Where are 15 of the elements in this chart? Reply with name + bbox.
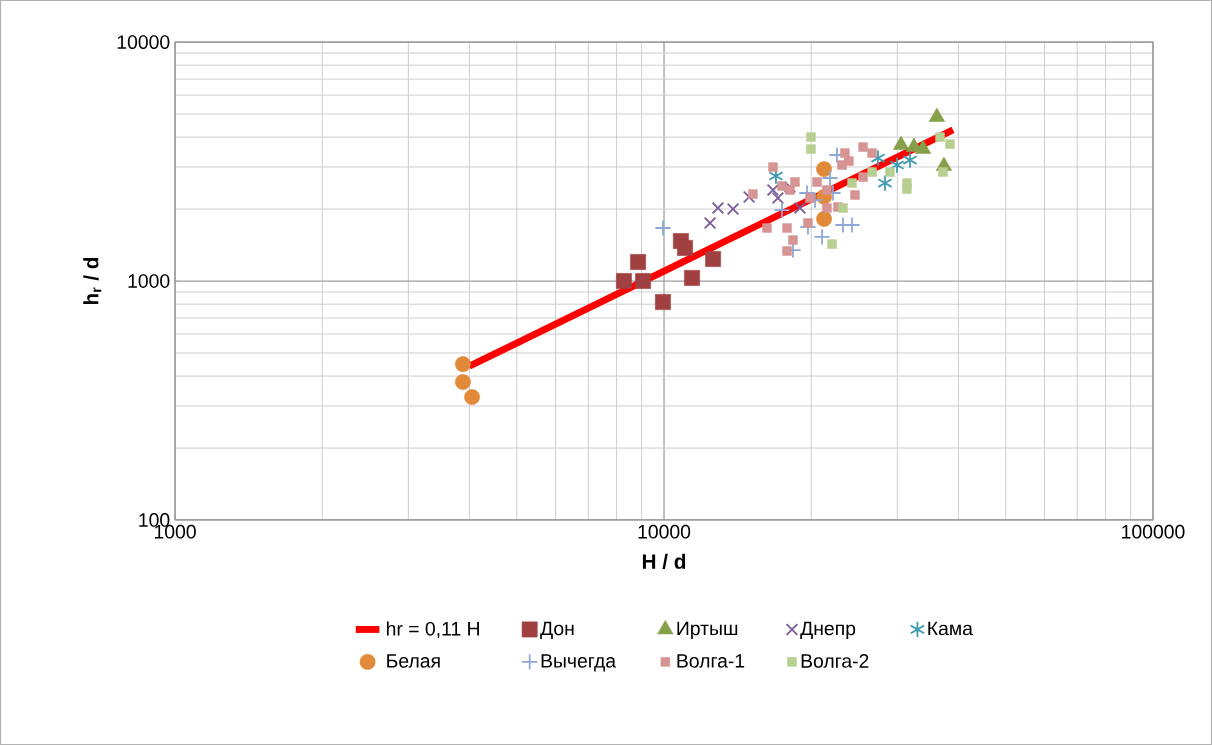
legend-label: Белая: [387, 654, 440, 668]
legend-label: hr = 0,11 H: [386, 621, 479, 638]
x-axis-title: H / d: [642, 553, 686, 570]
legend-label: Волга-2: [801, 654, 869, 668]
legend-label: Волга-1: [677, 654, 745, 668]
legend-label: Днепр: [800, 621, 856, 640]
legend-label: Дон: [540, 621, 574, 639]
y-tick-label: 10000: [117, 35, 170, 49]
x-tick-label: 100000: [1122, 524, 1185, 539]
legend-label: Кама: [928, 621, 973, 636]
y-tick-label: 1000: [128, 274, 170, 288]
x-tick-label: 10000: [638, 524, 691, 539]
legend-label: Иртыш: [677, 621, 738, 640]
legend-label: Вычегда: [541, 654, 617, 672]
y-axis-title: h$_{r}$ / d: [83, 257, 102, 305]
